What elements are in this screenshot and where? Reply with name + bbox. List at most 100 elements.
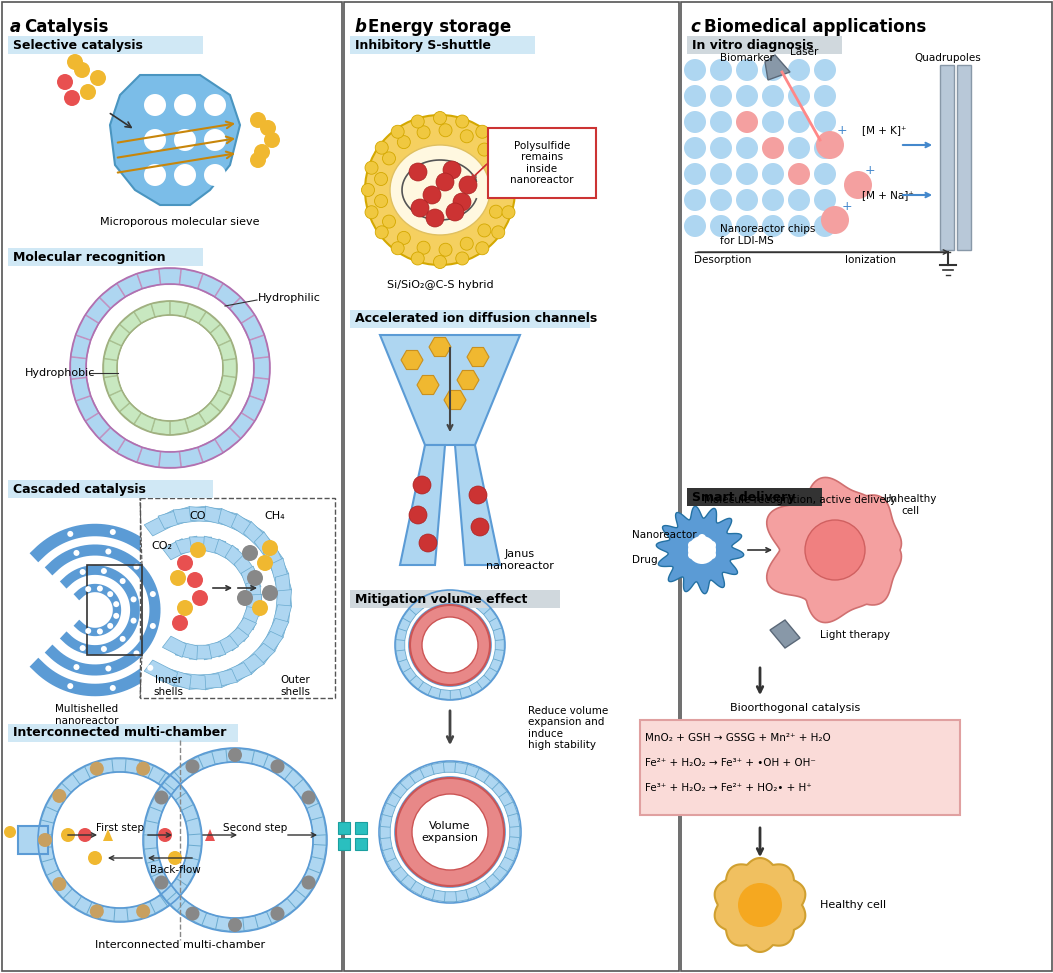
Polygon shape — [204, 506, 237, 526]
Polygon shape — [175, 642, 198, 660]
Circle shape — [97, 586, 103, 592]
Polygon shape — [380, 837, 392, 850]
Circle shape — [684, 111, 706, 133]
Circle shape — [90, 762, 104, 775]
Circle shape — [88, 851, 102, 865]
Circle shape — [85, 628, 92, 634]
Polygon shape — [402, 608, 416, 623]
Circle shape — [736, 59, 758, 81]
Polygon shape — [483, 667, 497, 682]
Polygon shape — [211, 324, 231, 345]
Circle shape — [172, 615, 188, 631]
Bar — [8, 480, 213, 498]
Polygon shape — [71, 378, 91, 401]
Text: Microporous molecular sieve: Microporous molecular sieve — [100, 217, 260, 227]
Circle shape — [301, 790, 316, 805]
Circle shape — [204, 129, 226, 151]
Circle shape — [708, 541, 716, 549]
Circle shape — [53, 877, 66, 891]
Polygon shape — [493, 650, 504, 662]
Circle shape — [409, 506, 428, 524]
Circle shape — [375, 226, 389, 238]
Circle shape — [85, 586, 92, 593]
Circle shape — [469, 486, 486, 504]
Circle shape — [434, 112, 446, 125]
Text: Accelerated ion diffusion channels: Accelerated ion diffusion channels — [355, 312, 597, 326]
Circle shape — [736, 137, 758, 159]
Circle shape — [814, 137, 836, 159]
Text: Selective catalysis: Selective catalysis — [13, 39, 143, 52]
Circle shape — [684, 85, 706, 107]
Polygon shape — [770, 620, 800, 648]
Polygon shape — [271, 559, 292, 592]
Text: CH₄: CH₄ — [264, 511, 285, 521]
Text: Polysulfide
remains
inside
nanoreactor: Polysulfide remains inside nanoreactor — [511, 141, 574, 186]
Polygon shape — [306, 856, 324, 877]
Polygon shape — [469, 682, 482, 695]
Circle shape — [147, 549, 154, 556]
Circle shape — [762, 137, 784, 159]
Circle shape — [762, 215, 784, 237]
Polygon shape — [230, 413, 255, 439]
Circle shape — [738, 883, 782, 927]
Text: Volume
expansion: Volume expansion — [421, 821, 478, 843]
Circle shape — [459, 176, 477, 194]
Circle shape — [90, 904, 104, 919]
Polygon shape — [204, 669, 237, 690]
Circle shape — [229, 748, 242, 762]
Polygon shape — [508, 837, 520, 850]
Text: Healthy cell: Healthy cell — [820, 900, 887, 910]
Text: Fe³⁺ + H₂O₂ → Fe²⁺ + HO₂• + H⁺: Fe³⁺ + H₂O₂ → Fe²⁺ + HO₂• + H⁺ — [645, 783, 812, 793]
Circle shape — [423, 186, 441, 204]
Circle shape — [252, 600, 269, 616]
Bar — [338, 822, 350, 834]
Circle shape — [264, 132, 280, 148]
Polygon shape — [469, 595, 482, 608]
Circle shape — [397, 232, 411, 244]
Polygon shape — [301, 790, 320, 811]
Text: First step: First step — [96, 823, 144, 833]
Polygon shape — [243, 522, 275, 553]
Circle shape — [190, 542, 206, 558]
Polygon shape — [41, 805, 58, 823]
Polygon shape — [230, 298, 255, 323]
Circle shape — [788, 137, 810, 159]
Polygon shape — [203, 641, 225, 660]
Polygon shape — [393, 866, 408, 882]
Circle shape — [170, 629, 175, 634]
Circle shape — [185, 907, 199, 920]
Polygon shape — [767, 478, 901, 623]
Circle shape — [762, 59, 784, 81]
Circle shape — [262, 540, 278, 556]
Polygon shape — [455, 890, 469, 902]
Circle shape — [698, 551, 706, 559]
Polygon shape — [158, 507, 192, 528]
Polygon shape — [190, 507, 222, 523]
Polygon shape — [418, 682, 432, 695]
Text: Multishelled
nanoreactor: Multishelled nanoreactor — [55, 704, 119, 726]
Polygon shape — [190, 645, 212, 659]
Polygon shape — [185, 304, 206, 323]
Bar — [140, 498, 335, 698]
Circle shape — [391, 241, 404, 255]
Polygon shape — [84, 902, 103, 919]
Circle shape — [490, 162, 502, 175]
Circle shape — [492, 226, 504, 238]
Circle shape — [61, 828, 75, 842]
Circle shape — [250, 152, 266, 168]
Polygon shape — [103, 341, 122, 360]
Polygon shape — [41, 857, 58, 876]
Circle shape — [118, 316, 222, 420]
Polygon shape — [198, 439, 223, 462]
Polygon shape — [444, 390, 466, 410]
Circle shape — [382, 152, 396, 164]
Bar — [350, 36, 535, 54]
Circle shape — [105, 666, 112, 671]
Circle shape — [478, 143, 491, 156]
Text: Ionization: Ionization — [845, 255, 895, 265]
Polygon shape — [386, 791, 401, 807]
Polygon shape — [176, 868, 195, 887]
Text: Cascaded catalysis: Cascaded catalysis — [13, 483, 146, 495]
Polygon shape — [98, 759, 115, 775]
Polygon shape — [477, 675, 491, 689]
